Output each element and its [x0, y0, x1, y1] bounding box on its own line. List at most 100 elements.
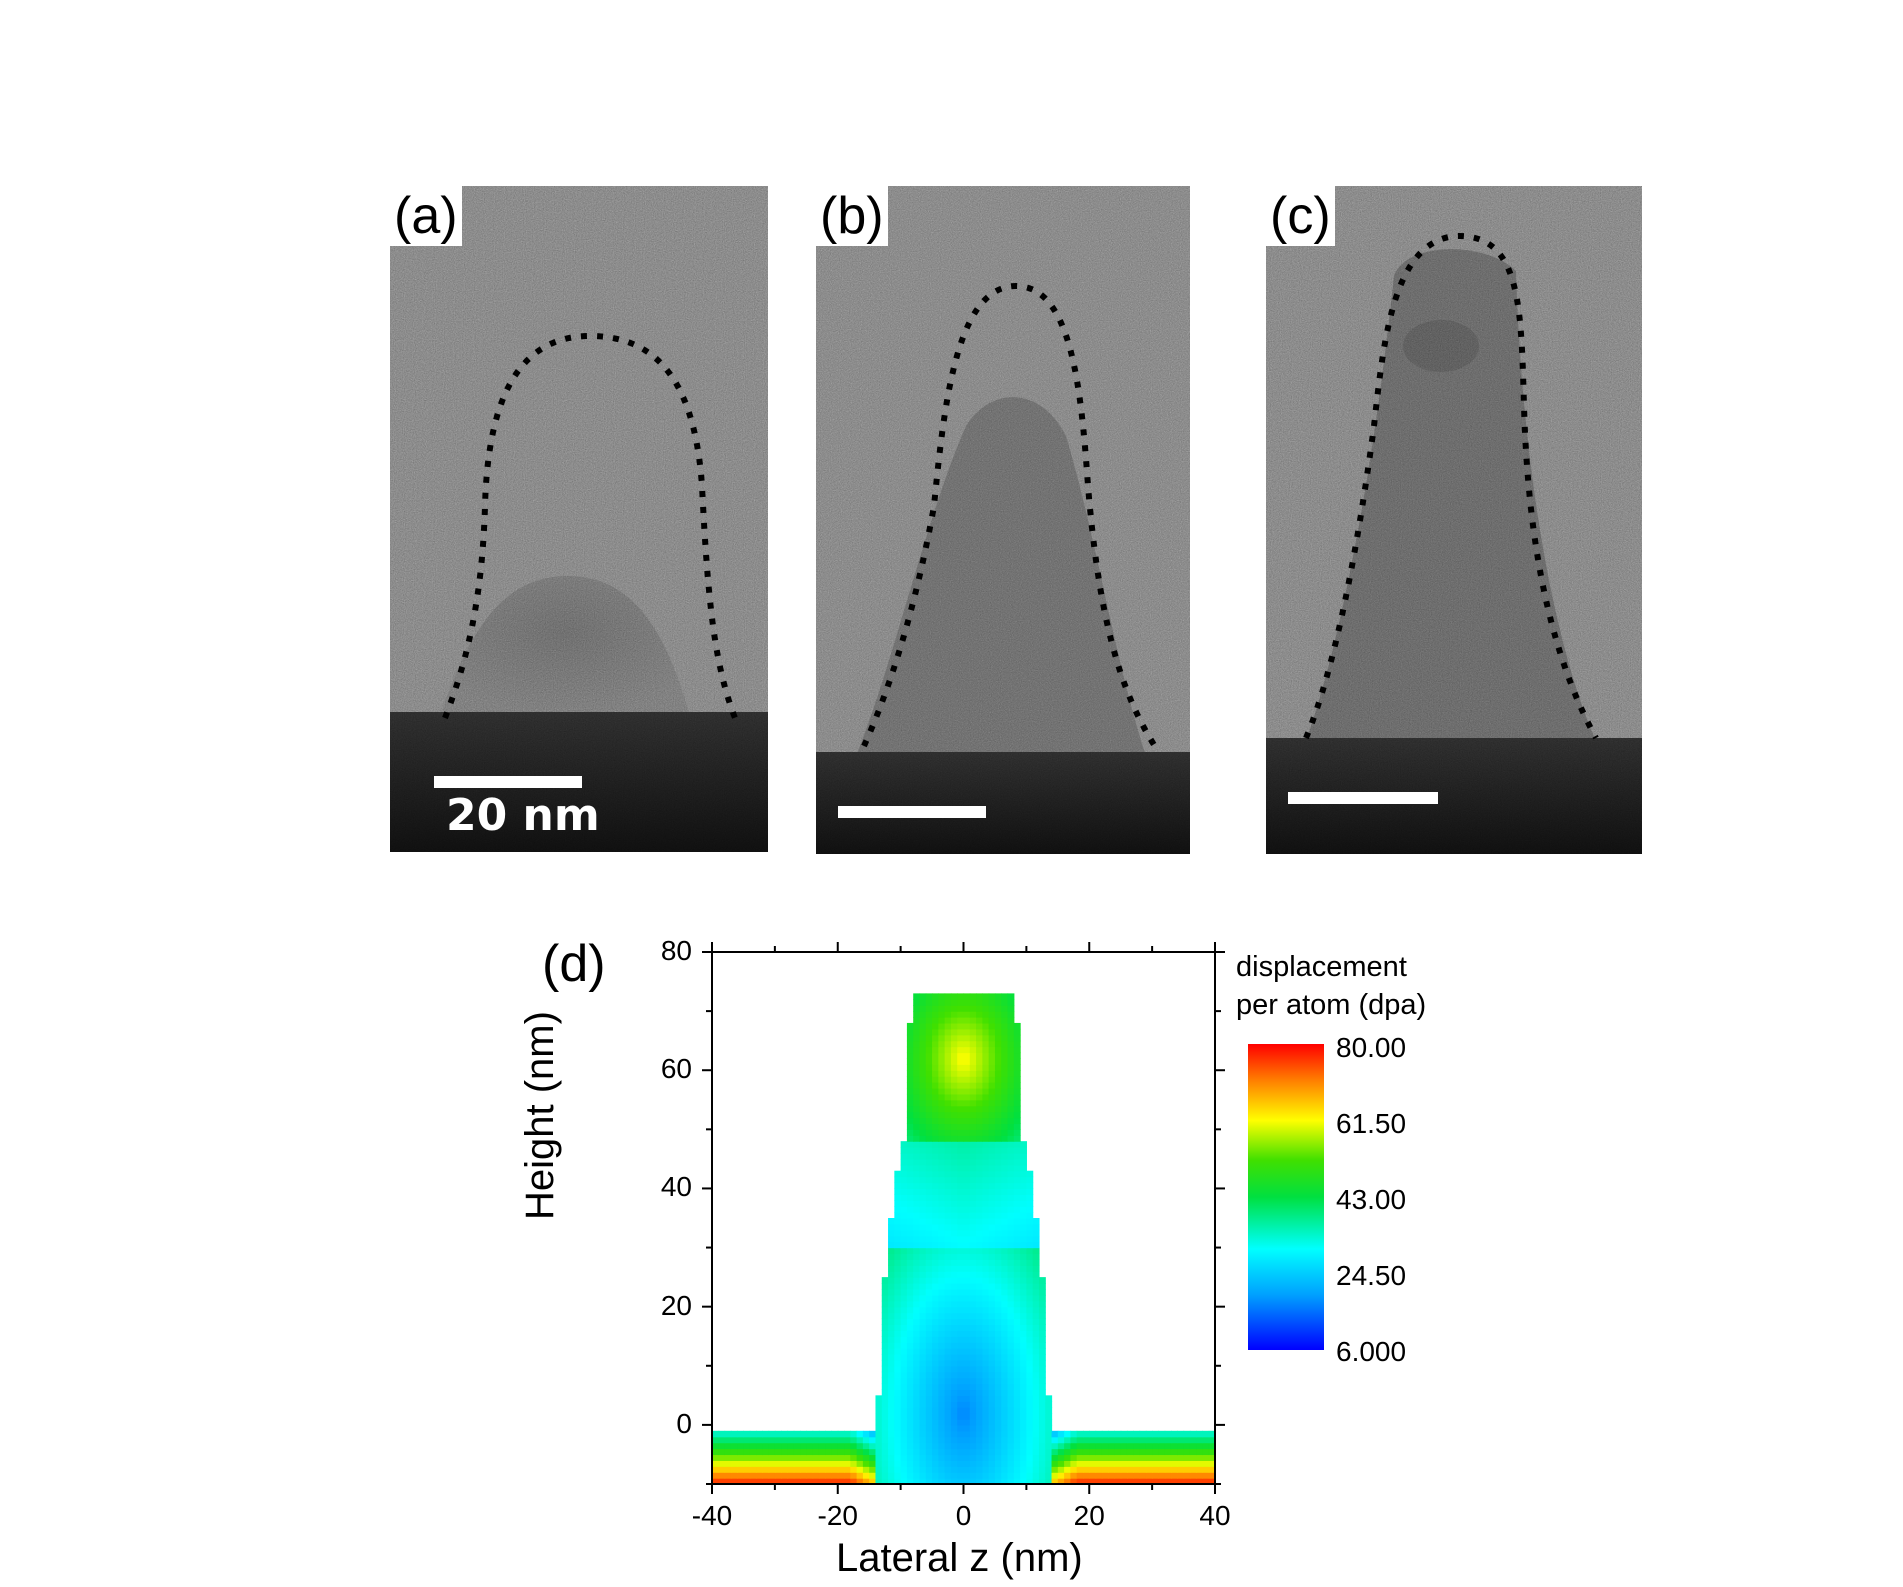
heatmap-cell	[756, 1454, 763, 1461]
heatmap-cell	[994, 1353, 1002, 1361]
heatmap-cell	[969, 999, 977, 1006]
heatmap-cell	[913, 1383, 921, 1391]
heatmap-cell	[888, 1383, 895, 1391]
heatmap-cell	[988, 1011, 996, 1018]
heatmap-cell	[944, 1117, 952, 1125]
heatmap-cell	[925, 1312, 933, 1320]
heatmap-cell	[963, 1135, 971, 1142]
heatmap-cell	[1007, 1135, 1015, 1142]
heatmap-cell	[932, 1017, 939, 1024]
heatmap-cell	[994, 1324, 1002, 1331]
heatmap-cell	[1170, 1478, 1178, 1485]
heatmap-cell	[800, 1430, 807, 1438]
heatmap-cell	[888, 1306, 895, 1314]
heatmap-cell	[787, 1478, 795, 1485]
heatmap-cell	[913, 1129, 921, 1136]
heatmap-cell	[919, 1389, 927, 1396]
heatmap-cell	[1082, 1466, 1090, 1473]
heatmap-cell	[712, 1460, 719, 1467]
heatmap-cell	[944, 1194, 952, 1201]
heatmap-cell	[1013, 1058, 1021, 1065]
heatmap-cell	[831, 1472, 839, 1479]
heatmap-cell	[1013, 1052, 1021, 1059]
heatmap-cell	[900, 1158, 908, 1166]
heatmap-cell	[982, 1324, 990, 1331]
heatmap-cell	[1189, 1478, 1197, 1485]
heatmap-cell	[906, 1152, 914, 1160]
heatmap-cell	[988, 1182, 996, 1190]
heatmap-cell	[718, 1454, 726, 1461]
tem-image-b	[816, 186, 1190, 854]
heatmap-cell	[1196, 1472, 1204, 1479]
heatmap-cell	[1183, 1460, 1191, 1467]
heatmap-cell	[963, 1152, 971, 1160]
heatmap-cell	[988, 1478, 996, 1485]
heatmap-cell	[900, 1300, 908, 1308]
heatmap-cell	[957, 1359, 965, 1367]
heatmap-cell	[1026, 1318, 1034, 1325]
heatmap-cell	[932, 1342, 939, 1349]
heatmap-cell	[982, 1253, 990, 1260]
heatmap-cell	[919, 1253, 927, 1260]
heatmap-cell	[1026, 1306, 1034, 1314]
heatmap-cell	[994, 1413, 1002, 1420]
heatmap-cell	[913, 1011, 921, 1018]
heatmap-cell	[900, 1271, 908, 1278]
heatmap-cell	[932, 1070, 939, 1077]
heatmap-cell	[888, 1330, 895, 1337]
heatmap-cell	[718, 1442, 726, 1450]
heatmap-cell	[932, 1011, 939, 1018]
tem-image-a	[390, 186, 768, 852]
heatmap-cell	[1026, 1300, 1034, 1308]
heatmap-cell	[988, 1017, 996, 1024]
heatmap-cell	[969, 1478, 977, 1485]
heatmap-cell	[1001, 1070, 1009, 1077]
heatmap-cell	[963, 993, 971, 1000]
heatmap-cell	[944, 1294, 952, 1302]
heatmap-cell	[969, 1164, 977, 1172]
heatmap-cell	[1013, 1318, 1021, 1325]
heatmap-cell	[982, 1359, 990, 1367]
heatmap-cell	[938, 1300, 946, 1308]
heatmap-cell	[969, 1424, 977, 1432]
heatmap-cell	[957, 1028, 965, 1036]
heatmap-cell	[913, 1288, 921, 1296]
heatmap-cell	[1007, 1082, 1015, 1089]
heatmap-cell	[1013, 1294, 1021, 1302]
heatmap-cell	[762, 1442, 770, 1450]
heatmap-cell	[982, 1336, 990, 1343]
heatmap-cell	[982, 1152, 990, 1160]
heatmap-cell	[950, 1111, 958, 1119]
heatmap-cell	[938, 1448, 946, 1456]
heatmap-cell	[1007, 1046, 1015, 1054]
heatmap-cell	[1007, 1170, 1015, 1178]
heatmap-cell	[793, 1466, 801, 1473]
heatmap-cell	[919, 1306, 927, 1314]
heatmap-cell	[988, 1424, 996, 1432]
heatmap-cell	[938, 1418, 946, 1426]
heatmap-cell	[994, 1093, 1002, 1101]
heatmap-cell	[963, 1312, 971, 1320]
heatmap-cell	[925, 1229, 933, 1237]
heatmap-cell	[1196, 1436, 1204, 1444]
heatmap-cell	[906, 1099, 914, 1107]
heatmap-cell	[938, 1005, 946, 1012]
heatmap-cell	[1158, 1460, 1166, 1467]
heatmap-cell	[957, 1212, 965, 1219]
heatmap-cell	[894, 1283, 902, 1290]
heatmap-cell	[994, 1206, 1002, 1213]
heatmap-cell	[762, 1460, 770, 1467]
heatmap-cell	[743, 1430, 751, 1438]
heatmap-cell	[957, 1300, 965, 1308]
heatmap-cell	[1183, 1478, 1191, 1485]
heatmap-cell	[988, 1259, 996, 1266]
heatmap-cell	[812, 1436, 820, 1444]
heatmap-cell	[932, 1076, 939, 1083]
heatmap-cell	[1038, 1383, 1046, 1391]
y-tick-label: 60	[660, 1053, 692, 1085]
heatmap-cell	[1013, 1454, 1021, 1461]
heatmap-cell	[950, 1046, 958, 1054]
heatmap-cell	[988, 1253, 996, 1260]
heatmap-cell	[938, 1383, 946, 1391]
